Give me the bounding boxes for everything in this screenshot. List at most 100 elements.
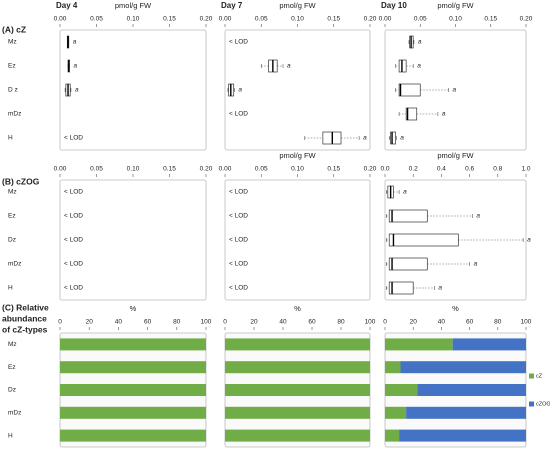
plot-frame	[59, 29, 207, 151]
annotation: a	[418, 39, 422, 46]
x-axis-label: pmol/g FW	[437, 1, 474, 10]
category-label: Dz	[8, 387, 16, 394]
annotation: a	[287, 63, 291, 70]
plot-frame	[384, 29, 527, 151]
panel-label: (C) Relative	[2, 302, 49, 312]
x-tick-label: 0.15	[484, 16, 497, 23]
x-tick-label: 0.10	[291, 166, 304, 173]
annotation: < LOD	[229, 213, 248, 220]
x-tick-label: 0.6	[465, 166, 474, 173]
bar-segment	[417, 384, 526, 396]
x-tick-label: 80	[494, 319, 502, 326]
x-axis-label: %	[452, 304, 459, 313]
annotation: < LOD	[64, 135, 83, 142]
bar-segment	[60, 338, 206, 351]
bar-segment	[452, 338, 526, 351]
category-label: mDz	[8, 261, 21, 268]
x-axis-label: %	[294, 304, 301, 313]
x-tick-label: 0.05	[90, 166, 103, 173]
bar-segment	[399, 429, 526, 442]
category-label: H	[8, 285, 13, 292]
annotation: < LOD	[229, 285, 248, 292]
bar-segment	[60, 384, 206, 396]
annotation: a	[238, 87, 242, 94]
annotation: a	[363, 135, 367, 142]
panel-title: Day 7	[221, 1, 243, 10]
annotation: a	[474, 261, 478, 268]
x-axis-label: pmol/g FW	[437, 151, 474, 160]
x-tick-label: 0.15	[327, 16, 340, 23]
x-tick-label: 0.00	[379, 16, 392, 23]
x-tick-label: 0.00	[54, 166, 67, 173]
box	[388, 281, 414, 295]
x-tick-label: 0.00	[219, 166, 232, 173]
x-tick-label: 0.8	[493, 166, 502, 173]
annotation: a	[417, 63, 421, 70]
x-axis-label: pmol/g FW	[279, 1, 316, 10]
x-tick-label: 0.05	[255, 166, 268, 173]
category-label: mDz	[8, 111, 21, 118]
panel-label: abundance	[2, 313, 47, 323]
box	[398, 83, 421, 97]
box	[405, 107, 418, 121]
category-label: Ez	[8, 364, 16, 371]
annotation: < LOD	[64, 261, 83, 268]
annotation: a	[403, 189, 407, 196]
bar-segment	[385, 406, 407, 419]
category-label: Dz	[8, 237, 16, 244]
bar-segment	[60, 406, 206, 419]
category-label: Ez	[8, 213, 16, 220]
annotation: < LOD	[64, 189, 83, 196]
category-label: Ez	[8, 63, 16, 70]
legend-label: cZ	[536, 373, 543, 379]
bar-segment	[385, 338, 453, 351]
legend-swatch	[529, 373, 534, 379]
x-tick-label: 0.10	[127, 16, 140, 23]
x-tick-label: 20	[410, 319, 418, 326]
category-label: Mz	[8, 341, 17, 348]
bar-segment	[225, 406, 370, 419]
annotation: a	[476, 213, 480, 220]
annotation: < LOD	[64, 285, 83, 292]
category-label: D z	[8, 87, 18, 94]
category-label: Mz	[8, 39, 17, 46]
bar-segment	[225, 338, 370, 351]
panel-label: (B) cZOG	[2, 176, 40, 186]
annotation: a	[527, 237, 531, 244]
x-tick-label: 0.4	[437, 166, 446, 173]
bar-segment	[385, 384, 418, 396]
category-label: mDz	[8, 410, 21, 417]
x-tick-label: 20	[86, 319, 94, 326]
bar-segment	[406, 406, 526, 419]
bar-segment	[60, 361, 206, 374]
annotation: a	[75, 87, 79, 94]
x-tick-label: 60	[466, 319, 474, 326]
plot-frame	[224, 29, 371, 151]
annotation: < LOD	[229, 111, 248, 118]
legend-swatch	[529, 401, 534, 407]
x-tick-label: 0.0	[380, 166, 389, 173]
x-tick-label: 0.05	[414, 16, 427, 23]
x-tick-label: 0.20	[520, 16, 533, 23]
annotation: < LOD	[229, 39, 248, 46]
x-tick-label: 40	[279, 319, 287, 326]
category-label: H	[8, 135, 13, 142]
annotation: a	[73, 39, 77, 46]
plot-frame	[59, 179, 207, 301]
x-tick-label: 0.15	[327, 166, 340, 173]
annotation: < LOD	[64, 237, 83, 244]
x-tick-label: 0	[58, 319, 62, 326]
annotation: a	[73, 63, 77, 70]
panel-label: of cZ-types	[2, 324, 48, 334]
box	[390, 131, 396, 145]
bar-segment	[60, 429, 206, 442]
category-label: Mz	[8, 189, 17, 196]
x-tick-label: 0.2	[409, 166, 418, 173]
x-tick-label: 0.15	[163, 166, 176, 173]
annotation: < LOD	[229, 237, 248, 244]
box	[388, 209, 428, 223]
x-tick-label: 20	[250, 319, 258, 326]
bar-segment	[225, 429, 370, 442]
box	[398, 59, 407, 73]
